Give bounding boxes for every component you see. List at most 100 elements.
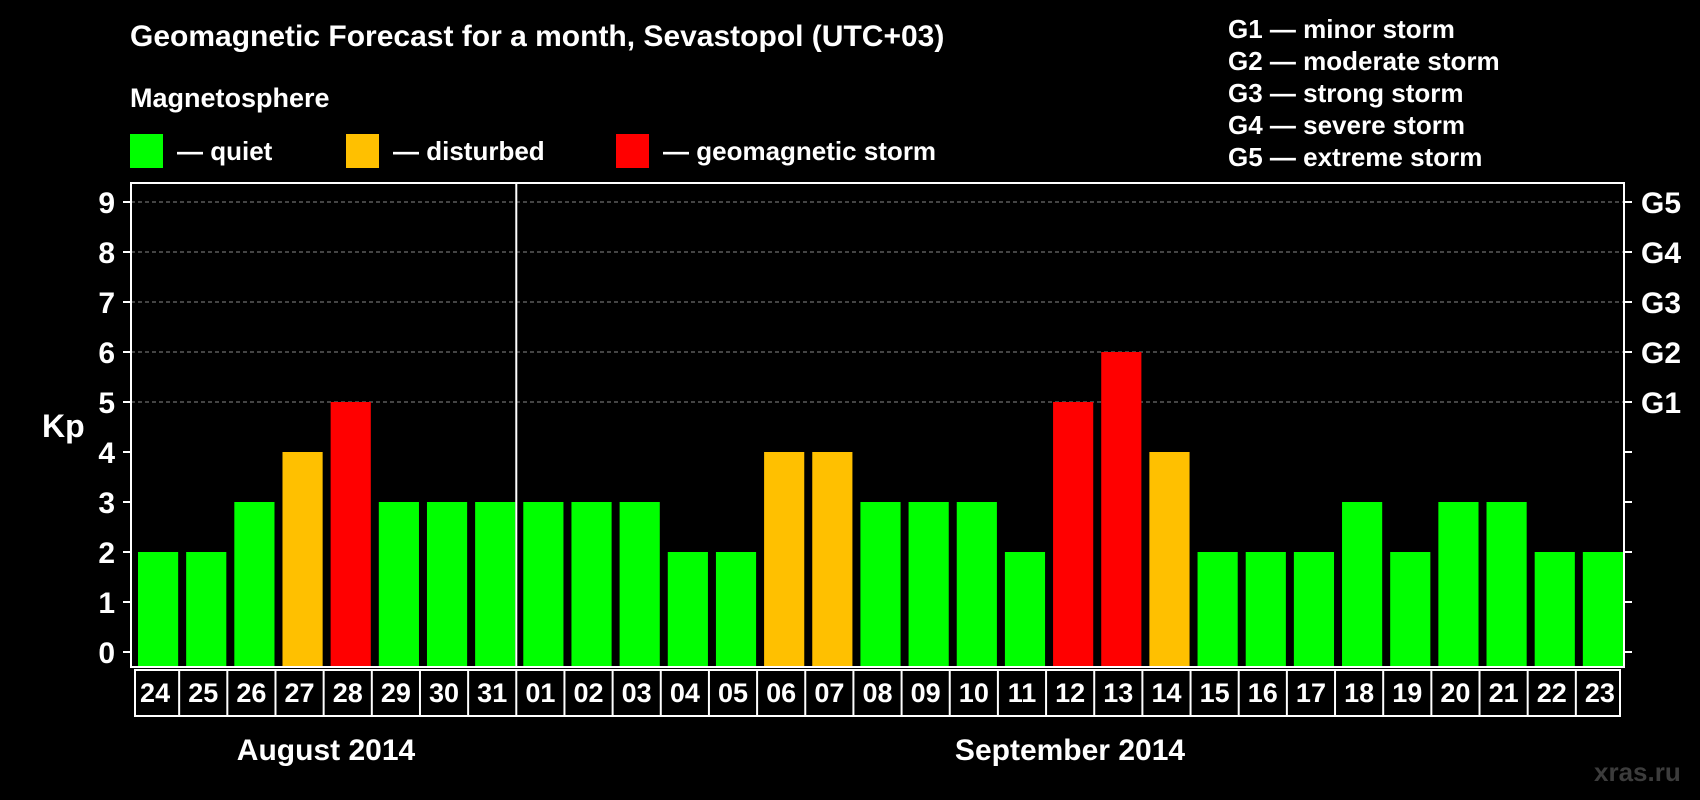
y-tick-label-8: 8 xyxy=(98,237,115,270)
legend-title: Magnetosphere xyxy=(130,83,330,113)
x-tick-label-31: 31 xyxy=(477,678,507,708)
g-scale-g4: G4 — severe storm xyxy=(1228,110,1466,140)
bar-23 xyxy=(1582,552,1623,668)
bar-11 xyxy=(1004,552,1046,668)
x-tick-label-05: 05 xyxy=(718,678,748,708)
legend-item-storm: — geomagnetic storm xyxy=(616,133,936,169)
date-row xyxy=(134,669,1621,717)
g-scale-g3: G3 — strong storm xyxy=(1228,78,1464,108)
bar-30 xyxy=(426,502,468,668)
x-tick-label-25: 25 xyxy=(188,678,218,708)
legend-swatch-quiet xyxy=(130,134,163,168)
x-tick-label-02: 02 xyxy=(574,678,604,708)
x-tick-label-04: 04 xyxy=(670,678,700,708)
bar-25 xyxy=(186,552,227,668)
y-tick-label-2: 2 xyxy=(98,537,115,570)
bar-16 xyxy=(1245,552,1286,668)
g-tick-label-G3: G3 xyxy=(1641,287,1681,320)
legend-item-disturbed: — disturbed xyxy=(346,133,545,169)
x-tick-label-13: 13 xyxy=(1103,678,1133,708)
y-tick-label-1: 1 xyxy=(98,587,115,620)
g-tick-label-G1: G1 xyxy=(1641,387,1681,420)
bar-20 xyxy=(1438,502,1479,668)
bar-01 xyxy=(523,502,564,668)
bar-29 xyxy=(378,502,419,668)
x-tick-label-26: 26 xyxy=(236,678,266,708)
x-tick-label-15: 15 xyxy=(1200,678,1230,708)
x-tick-label-22: 22 xyxy=(1537,678,1567,708)
plot-frame xyxy=(130,182,1625,668)
x-tick-label-07: 07 xyxy=(814,678,844,708)
bar-04 xyxy=(667,552,708,668)
bar-31 xyxy=(475,502,516,668)
g-tick-label-G2: G2 xyxy=(1641,337,1681,370)
x-tick-label-18: 18 xyxy=(1344,678,1374,708)
y-tick-label-5: 5 xyxy=(98,387,115,420)
x-tick-label-24: 24 xyxy=(140,678,170,708)
legend-label-storm: — geomagnetic storm xyxy=(663,135,937,166)
g-scale-g1: G1 — minor storm xyxy=(1228,14,1455,44)
bar-05 xyxy=(715,552,757,668)
bar-22 xyxy=(1534,552,1575,668)
bar-03 xyxy=(619,502,660,668)
y-tick-label-4: 4 xyxy=(98,437,115,470)
legend-item-quiet: — quiet xyxy=(130,133,272,169)
bar-07 xyxy=(812,452,853,668)
bar-19 xyxy=(1390,552,1431,668)
y-tick-label-0: 0 xyxy=(98,637,115,670)
g-scale-g5: G5 — extreme storm xyxy=(1228,142,1483,172)
g-scale-legend: G1 — minor storm G2 — moderate storm G3 … xyxy=(1228,13,1500,173)
x-tick-label-30: 30 xyxy=(429,678,459,708)
legend-label-disturbed: — disturbed xyxy=(393,135,545,166)
month-label-september: September 2014 xyxy=(954,734,1186,767)
legend-label-quiet: — quiet xyxy=(177,135,273,166)
x-tick-label-23: 23 xyxy=(1585,678,1615,708)
x-tick-label-08: 08 xyxy=(862,678,892,708)
legend-swatch-disturbed xyxy=(346,134,379,168)
g-tick-label-G5: G5 xyxy=(1641,187,1681,220)
x-tick-label-16: 16 xyxy=(1248,678,1278,708)
x-tick-label-20: 20 xyxy=(1440,678,1470,708)
watermark: xras.ru xyxy=(1594,757,1681,787)
y-tick-label-6: 6 xyxy=(98,337,115,370)
y-tick-label-9: 9 xyxy=(98,187,115,220)
x-tick-label-29: 29 xyxy=(381,678,411,708)
x-tick-label-01: 01 xyxy=(525,678,555,708)
x-tick-label-27: 27 xyxy=(285,678,315,708)
bar-10 xyxy=(956,502,997,668)
bar-21 xyxy=(1486,502,1527,668)
bar-26 xyxy=(234,502,275,668)
y-tick-label-7: 7 xyxy=(98,287,115,320)
bar-18 xyxy=(1342,502,1383,668)
bar-15 xyxy=(1197,552,1238,668)
g-tick-label-G4: G4 xyxy=(1641,237,1681,270)
bar-14 xyxy=(1149,452,1190,668)
x-tick-label-11: 11 xyxy=(1008,678,1037,708)
x-tick-label-14: 14 xyxy=(1151,678,1181,708)
chart-title: Geomagnetic Forecast for a month, Sevast… xyxy=(130,20,945,53)
bar-13 xyxy=(1101,352,1142,668)
bar-02 xyxy=(571,502,612,668)
x-tick-label-17: 17 xyxy=(1296,678,1326,708)
bar-08 xyxy=(860,502,901,668)
bar-17 xyxy=(1293,552,1335,668)
x-tick-label-28: 28 xyxy=(333,678,363,708)
x-tick-label-03: 03 xyxy=(622,678,652,708)
g-scale-g2: G2 — moderate storm xyxy=(1228,46,1500,76)
y-tick-label-3: 3 xyxy=(98,487,115,520)
bar-24 xyxy=(138,552,179,668)
bar-12 xyxy=(1053,402,1094,668)
bar-28 xyxy=(330,402,371,668)
bar-27 xyxy=(282,452,323,668)
x-tick-label-06: 06 xyxy=(766,678,796,708)
x-tick-label-10: 10 xyxy=(959,678,989,708)
x-tick-label-19: 19 xyxy=(1392,678,1422,708)
x-tick-label-09: 09 xyxy=(911,678,941,708)
bar-09 xyxy=(908,502,949,668)
month-label-august: August 2014 xyxy=(236,734,416,767)
y-axis-label: Kp xyxy=(42,408,85,444)
x-tick-label-21: 21 xyxy=(1489,678,1519,708)
x-tick-label-12: 12 xyxy=(1055,678,1085,708)
legend-swatch-storm xyxy=(616,134,649,168)
